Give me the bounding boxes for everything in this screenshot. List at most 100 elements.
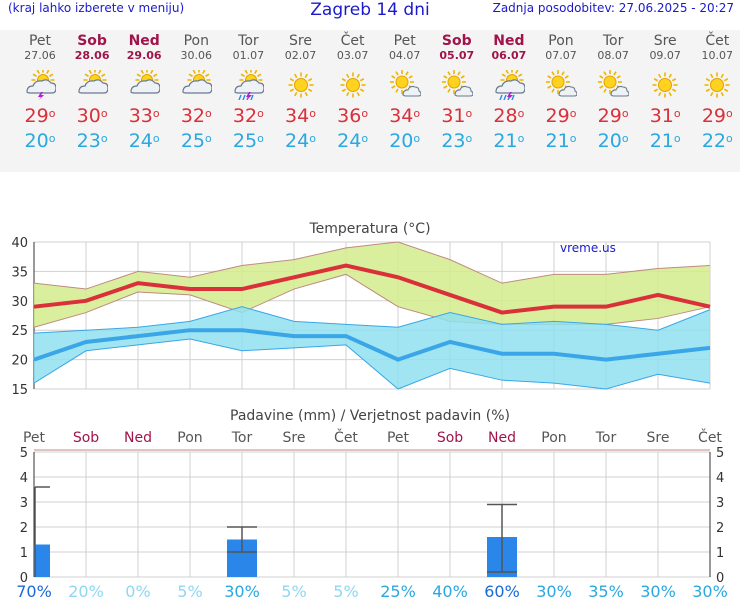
y-tick-label: 20 <box>11 354 28 369</box>
max-temperature: 32o <box>180 105 212 127</box>
day-name: Čet <box>705 33 730 49</box>
sun-small-cloud-icon <box>546 70 577 97</box>
min-temperature: 22o <box>701 130 733 152</box>
day-date: 07.07 <box>545 49 577 62</box>
min-temperature: 20o <box>389 130 421 152</box>
sun-icon <box>288 72 313 98</box>
day-date: 05.07 <box>439 49 475 62</box>
sun-small-cloud-icon <box>598 70 630 97</box>
x-tick-label: Sob <box>437 430 463 446</box>
min-temperature-band-lower <box>33 338 711 390</box>
y-tick-label: 0 <box>20 571 28 586</box>
day-date: 04.07 <box>388 49 421 62</box>
precipitation-probability: 5% <box>333 582 358 600</box>
day-date: 27.06 <box>24 49 56 62</box>
y-tick-label: 25 <box>11 324 28 339</box>
y-tick-label: 1 <box>20 546 28 561</box>
day-column: Sob 05.07 31o 23o <box>431 30 483 154</box>
y-tick-label-right: 5 <box>716 446 724 461</box>
day-name: Sob <box>441 33 472 49</box>
x-tick-label: Pet <box>387 430 410 446</box>
max-temperature-band <box>34 242 710 328</box>
day-column: Ned 06.07 28o 21o <box>483 30 535 154</box>
y-tick-label-right: 0 <box>716 571 724 586</box>
min-temperature: 21o <box>493 130 525 152</box>
min-temperature-band-upper <box>33 306 711 334</box>
day-name: Čet <box>340 33 365 49</box>
x-tick-label: Čet <box>698 428 722 446</box>
day-column: Tor 01.07 32o 25o <box>222 30 274 154</box>
day-date: 09.07 <box>649 49 681 62</box>
x-tick-label: Ned <box>124 430 152 446</box>
day-date: 28.06 <box>74 49 110 62</box>
day-column: Tor 08.07 29o 20o <box>587 30 639 154</box>
sun-icon <box>652 72 678 98</box>
day-date: 01.07 <box>232 49 265 62</box>
x-tick-label: Ned <box>488 430 516 446</box>
y-tick-label: 30 <box>11 295 28 310</box>
x-tick-label: Čet <box>334 428 358 446</box>
day-column: Čet 03.07 36o 24o <box>327 30 379 154</box>
x-tick-label: Pon <box>541 430 566 446</box>
day-date: 02.07 <box>284 49 317 62</box>
max-temperature: 30o <box>76 105 108 127</box>
day-column: Čet 10.07 29o 22o <box>691 30 740 154</box>
y-tick-label-right: 2 <box>716 521 724 536</box>
max-temperature: 29o <box>24 105 56 127</box>
y-tick-label: 2 <box>20 521 28 536</box>
sun-cloud-rain-lightning-icon <box>495 70 525 100</box>
min-temperature-line <box>33 328 711 362</box>
temperature-chart: Temperatura (°C) 15 20 25 30 35 40 vreme.us <box>11 221 711 398</box>
day-name: Ned <box>493 33 525 49</box>
day-name: Pon <box>183 33 209 49</box>
x-tick-label: Tor <box>595 430 617 446</box>
watermark: vreme.us <box>560 241 616 255</box>
max-temperature: 29o <box>701 105 733 127</box>
sun-cloud-icon <box>182 70 213 94</box>
precipitation-probability: 30% <box>640 582 676 600</box>
y-tick-label: 40 <box>11 236 28 251</box>
min-temperature: 24o <box>128 130 160 152</box>
y-tick-label-right: 1 <box>716 546 724 561</box>
day-name: Pet <box>28 33 52 49</box>
day-name: Pet <box>393 33 416 49</box>
y-tick-label: 35 <box>11 265 28 280</box>
max-temperature-line <box>33 263 711 315</box>
max-temperature: 32o <box>232 105 264 127</box>
day-name: Sob <box>77 33 107 49</box>
max-temperature: 31o <box>649 105 681 127</box>
location-hint: (kraj lahko izberete v meniju) <box>8 1 185 15</box>
day-column: Pet 27.06 29o 20o <box>14 30 66 154</box>
precipitation-chart-title: Padavine (mm) / Verjetnost padavin (%) <box>230 408 510 424</box>
day-column: Sre 02.07 34o 24o <box>275 30 327 154</box>
day-date: 10.07 <box>701 49 734 62</box>
y-tick-label: 3 <box>20 496 28 511</box>
sun-cloud-icon <box>130 70 161 94</box>
day-date: 08.07 <box>597 49 629 62</box>
min-temperature: 20o <box>597 130 629 152</box>
precipitation-probability: 25% <box>380 582 416 600</box>
day-column: Pon 30.06 32o 25o <box>170 30 222 154</box>
sun-cloud-icon <box>78 70 109 94</box>
precipitation-chart: Padavine (mm) / Verjetnost padavin (%) Pe… <box>16 408 728 600</box>
x-tick-label: Sre <box>647 430 670 446</box>
sun-icon <box>340 72 366 98</box>
precipitation-probability: 70% <box>16 582 52 600</box>
x-tick-label: Tor <box>231 430 253 446</box>
day-name: Sre <box>289 33 312 49</box>
y-tick-label: 5 <box>20 446 28 461</box>
max-temperature: 31o <box>441 105 473 127</box>
x-tick-label: Pet <box>23 430 46 446</box>
day-name: Tor <box>238 33 259 49</box>
day-column: Ned 29.06 33o 24o <box>118 30 170 154</box>
sun-small-cloud-icon <box>389 70 421 97</box>
day-date: 06.07 <box>491 49 527 62</box>
max-temperature: 28o <box>493 105 525 127</box>
min-temperature: 21o <box>649 130 681 152</box>
sun-cloud-lightning-icon <box>26 70 56 100</box>
day-name: Pon <box>548 33 574 49</box>
sun-small-cloud-icon <box>441 70 473 97</box>
min-temperature: 25o <box>232 130 264 152</box>
max-temperature: 36o <box>337 105 369 127</box>
day-date: 03.07 <box>336 49 369 62</box>
